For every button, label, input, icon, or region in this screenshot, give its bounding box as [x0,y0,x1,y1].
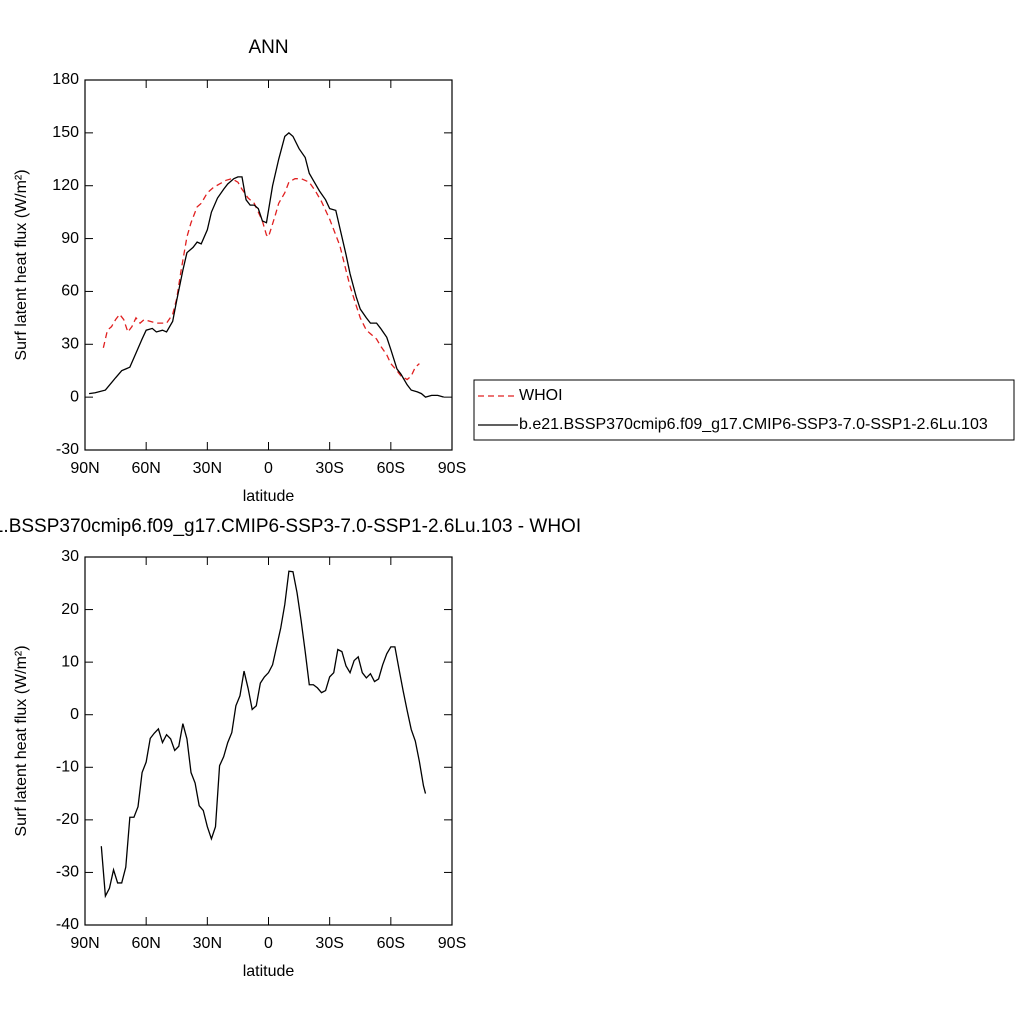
y-tick-label: 10 [61,653,79,670]
data-line [102,177,420,381]
x-tick-label: 30S [315,935,343,952]
y-tick-label: -30 [56,441,79,458]
x-tick-label: 60S [377,460,405,477]
y-axis-label: Surf latent heat flux (W/m²) [13,169,30,360]
x-tick-label: 30N [193,935,222,952]
y-axis-label: Surf latent heat flux (W/m²) [13,645,30,836]
y-tick-label: 60 [61,283,79,300]
y-tick-label: 0 [70,388,79,405]
plot-frame [84,556,453,926]
y-tick-label: -10 [56,759,79,776]
y-tick-label: 150 [52,124,79,141]
x-tick-label: 90N [70,460,99,477]
x-tick-label: 0 [264,935,273,952]
y-tick-label: -20 [56,811,79,828]
legend-box [473,379,1015,441]
y-tick-label: 180 [52,71,79,88]
x-tick-label: 0 [264,460,273,477]
x-axis-label: latitude [243,963,295,980]
y-tick-label: 90 [61,230,79,247]
chart-title: ANN [248,37,288,58]
y-tick-label: 0 [70,706,79,723]
x-tick-label: 90S [438,935,466,952]
legend-label: WHOI [519,387,563,404]
x-tick-label: 60N [131,460,160,477]
x-tick-label: 30S [315,460,343,477]
x-tick-label: 60S [377,935,405,952]
data-line [88,131,445,398]
y-tick-label: 20 [61,601,79,618]
y-tick-label: -30 [56,864,79,881]
plot-frame [84,79,453,451]
y-tick-label: 30 [61,548,79,565]
x-tick-label: 60N [131,935,160,952]
data-line [100,570,427,899]
y-tick-label: 30 [61,336,79,353]
x-tick-label: 90N [70,935,99,952]
x-tick-label: 30N [193,460,222,477]
x-tick-label: 90S [438,460,466,477]
chart-title: b.e21.BSSP370cmip6.f09_g17.CMIP6-SSP3-7.… [0,516,581,537]
x-axis-label: latitude [243,488,295,505]
legend-label: b.e21.BSSP370cmip6.f09_g17.CMIP6-SSP3-7.… [519,416,988,433]
y-tick-label: -40 [56,916,79,933]
y-tick-label: 120 [52,177,79,194]
